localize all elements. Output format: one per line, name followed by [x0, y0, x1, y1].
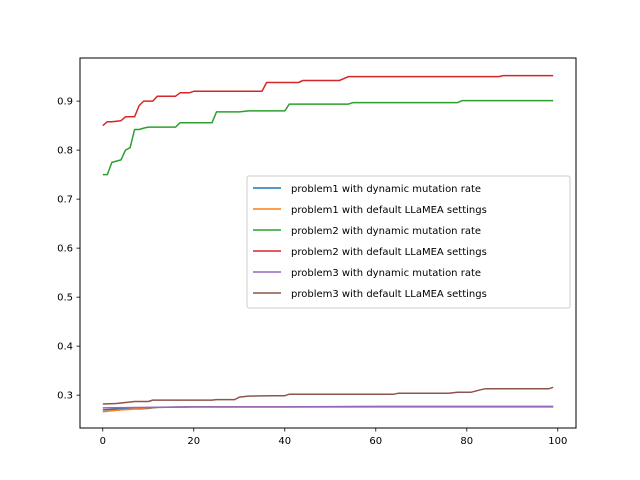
- x-tick-label: 0: [100, 436, 106, 447]
- series-line-6: [102, 386, 554, 405]
- y-tick-label: 0.7: [57, 195, 73, 206]
- y-tick-label: 0.5: [57, 293, 73, 304]
- series-line-5: [102, 405, 554, 409]
- legend-label-6: problem3 with default LLaMEA settings: [291, 289, 487, 300]
- y-tick-label: 0.3: [57, 391, 73, 402]
- y-tick-label: 0.9: [57, 97, 73, 108]
- x-tick-label: 40: [278, 436, 291, 447]
- x-tick-label: 60: [369, 436, 382, 447]
- series-line-4: [102, 74, 554, 127]
- x-tick-label: 100: [548, 436, 567, 447]
- series-lines: [102, 74, 554, 413]
- x-axis: 0 20 40 60 80 100: [100, 428, 567, 447]
- legend: problem1 with dynamic mutation rate probl…: [246, 175, 571, 309]
- series-line-3: [102, 99, 554, 176]
- y-tick-label: 0.4: [57, 342, 73, 353]
- x-tick-label: 80: [460, 436, 473, 447]
- legend-label-5: problem3 with dynamic mutation rate: [291, 268, 481, 279]
- legend-label-2: problem1 with default LLaMEA settings: [291, 205, 487, 216]
- y-tick-label: 0.6: [57, 244, 73, 255]
- y-axis: 0.3 0.4 0.5 0.6 0.7 0.8 0.9: [57, 97, 80, 402]
- legend-label-4: problem2 with default LLaMEA settings: [291, 247, 487, 258]
- legend-label-1: problem1 with dynamic mutation rate: [291, 184, 481, 195]
- y-tick-label: 0.8: [57, 146, 73, 157]
- axes-frame: [79, 57, 577, 429]
- x-tick-label: 20: [187, 436, 200, 447]
- legend-label-3: problem2 with dynamic mutation rate: [291, 226, 481, 237]
- legend-box: [246, 175, 571, 309]
- plot-area: 0 20 40 60 80 100 0.3 0.4 0.5 0.6 0.7 0.8 0.9: [57, 57, 577, 447]
